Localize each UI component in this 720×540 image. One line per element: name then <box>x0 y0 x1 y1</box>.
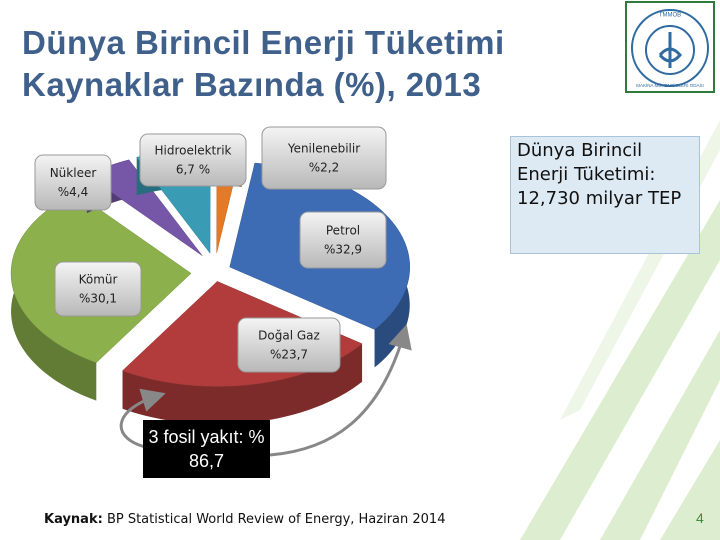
category-label: Hidroelektrik <box>155 144 232 158</box>
slice-side <box>122 343 363 425</box>
category-label: Nükleer <box>50 166 97 180</box>
title: Dünya Birincil Enerji Tüketimi Kaynaklar… <box>22 24 505 103</box>
label-box <box>139 133 247 187</box>
logo: TMMOB MAKİNA MÜHENDİSLERİ ODASI <box>625 1 715 93</box>
value-label: %23,7 <box>270 348 308 362</box>
label-box <box>237 317 341 373</box>
label-box <box>299 211 387 269</box>
value-label: %4,4 <box>58 185 89 199</box>
value-label: %30,1 <box>79 292 117 306</box>
pie-labels: Petrol %32,9 Doğal Gaz %23,7 Kömür %30,1 Nükle… <box>34 126 387 373</box>
label-box <box>261 126 387 190</box>
value-label: %32,9 <box>324 243 362 257</box>
source-text: BP Statistical World Review of Energy, H… <box>106 512 446 527</box>
arrow <box>119 388 166 450</box>
category-label: Yenilenebilir <box>287 142 360 156</box>
category-label: Doğal Gaz <box>258 329 320 343</box>
category-label: Petrol <box>326 224 360 238</box>
category-label: Kömür <box>79 273 118 287</box>
logo-top: TMMOB <box>659 13 681 19</box>
value-label: 6,7 % <box>176 163 210 177</box>
logo-ring: MAKİNA MÜHENDİSLERİ ODASI <box>636 82 704 88</box>
side-note: Dünya Birincil Enerji Tüketimi: 12,730 m… <box>510 136 700 254</box>
source: Kaynak: BP Statistical World Review of E… <box>44 512 445 527</box>
label-box <box>54 261 142 317</box>
value-label: %2,2 <box>309 161 340 175</box>
source-label: Kaynak: <box>44 512 103 527</box>
label-box <box>34 154 112 211</box>
annotation: 3 fosil yakıt: % 86,7 <box>143 420 270 478</box>
page-number: 4 <box>696 510 704 526</box>
arrow <box>269 324 412 457</box>
